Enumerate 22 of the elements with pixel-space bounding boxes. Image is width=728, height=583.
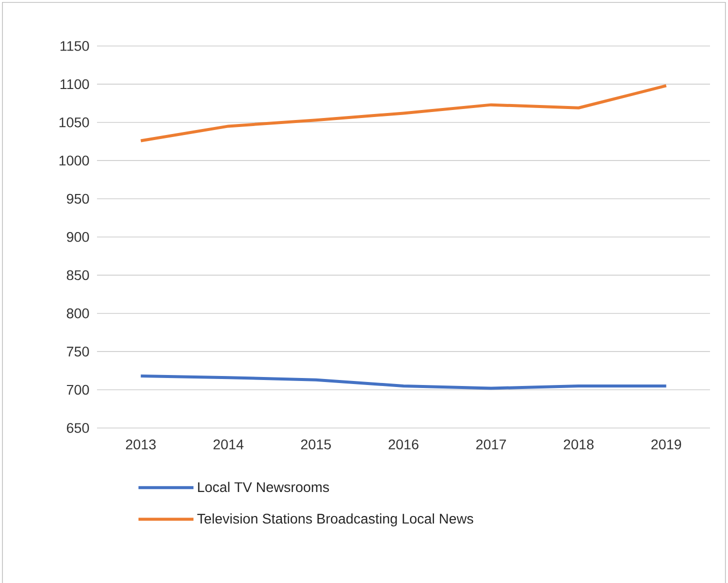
legend-label: Television Stations Broadcasting Local News <box>197 513 474 526</box>
line-series <box>139 374 668 390</box>
y-tick-label: 1100 <box>60 79 89 90</box>
y-tick-label: 900 <box>66 232 89 242</box>
y-tick-label: 1000 <box>60 156 89 166</box>
x-tick-label: 2014 <box>214 439 244 450</box>
x-tick-label: 2015 <box>301 439 331 450</box>
y-tick-label: 650 <box>66 423 89 433</box>
y-tick-label: 1150 <box>60 41 89 51</box>
y-tick-label: 750 <box>66 346 89 357</box>
y-tick-label: 850 <box>66 270 89 280</box>
x-tick-label: 2017 <box>476 439 506 450</box>
y-tick-label: 700 <box>66 384 89 395</box>
x-tick-label: 2018 <box>564 439 594 450</box>
y-tick-label: 1050 <box>60 117 89 128</box>
y-tick-label: 950 <box>66 194 89 204</box>
legend-label: Local TV Newsrooms <box>198 482 329 492</box>
x-tick-label: 2016 <box>388 439 418 450</box>
x-tick-label: 2013 <box>126 439 156 450</box>
line-series <box>139 84 668 142</box>
x-tick-label: 2019 <box>651 439 682 450</box>
y-tick-label: 800 <box>66 308 89 318</box>
